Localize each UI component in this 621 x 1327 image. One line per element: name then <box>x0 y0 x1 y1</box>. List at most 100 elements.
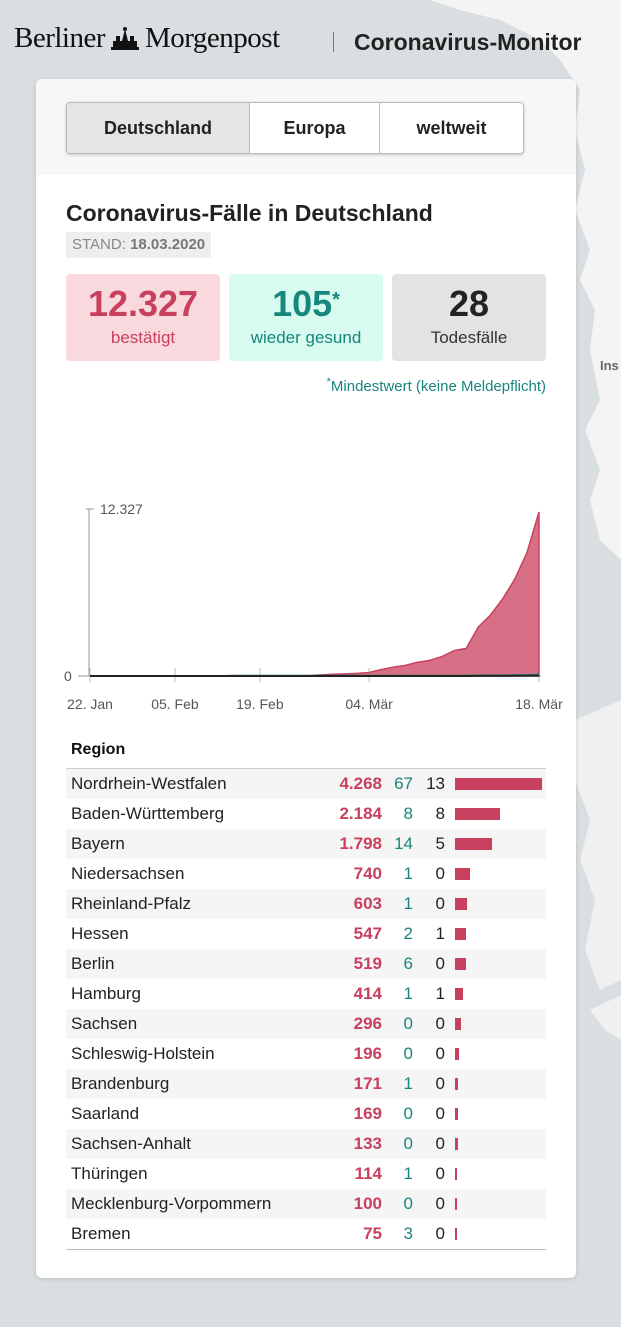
tab-deutschland[interactable]: Deutschland <box>67 103 250 153</box>
confirmed-count: 75 <box>363 1224 382 1243</box>
recovered-count: 0 <box>403 1104 413 1123</box>
deaths-label: Todesfälle <box>430 328 508 347</box>
confirmed-bar <box>455 898 467 910</box>
deaths-count: 0 <box>435 1194 445 1213</box>
berliner-morgenpost-logo[interactable]: Berliner Morgenpost <box>14 22 280 55</box>
deaths-count: 5 <box>435 834 445 853</box>
confirmed-bar <box>455 1198 457 1210</box>
stand-date-badge: STAND: 18.03.2020 <box>66 232 212 258</box>
confirmed-bar <box>455 1018 461 1030</box>
confirmed-bar <box>455 1138 458 1150</box>
table-row[interactable]: Sachsen 296 0 0 <box>66 1009 546 1039</box>
region-name: Thüringen <box>71 1164 148 1183</box>
table-row[interactable]: Hessen 547 2 1 <box>66 919 546 949</box>
recovered-footnote-marker: * <box>332 289 340 311</box>
crest-icon <box>111 26 140 50</box>
confirmed-count: 740 <box>353 864 382 883</box>
confirmed-count: 519 <box>353 954 382 973</box>
confirmed-stat-box: 12.327 bestätigt <box>66 274 220 361</box>
recovered-count: 1 <box>403 1164 413 1183</box>
table-row[interactable]: Sachsen-Anhalt 133 0 0 <box>66 1129 546 1159</box>
deaths-count: 0 <box>435 954 445 973</box>
confirmed-count: 414 <box>353 984 382 1003</box>
tab-weltweit[interactable]: weltweit <box>416 117 487 138</box>
region-tabs: Deutschland Europa weltweit <box>66 102 524 154</box>
recovered-label: wieder gesund <box>250 328 362 347</box>
region-name: Saarland <box>71 1104 140 1123</box>
region-name: Sachsen-Anhalt <box>71 1134 192 1153</box>
recovered-count: 1 <box>403 894 413 913</box>
region-name: Berlin <box>71 954 115 973</box>
recovered-count: 0 <box>403 1014 413 1033</box>
site-header: Berliner Morgenpost Coronavirus-Monitor <box>0 0 621 80</box>
recovered-count: 8 <box>403 804 413 823</box>
region-name: Baden-Württemberg <box>71 804 225 823</box>
deaths-count: 0 <box>435 1014 445 1033</box>
cases-chart: 12.327 0 22. Jan 05. Feb 19. Feb 04. Mär 18. M… <box>64 501 563 712</box>
region-name: Sachsen <box>71 1014 138 1033</box>
confirmed-count: 547 <box>353 924 382 943</box>
region-name: Bremen <box>71 1224 131 1243</box>
recovered-stat-box: 105* wieder gesund <box>229 274 383 361</box>
confirmed-count: 2.184 <box>339 804 382 823</box>
confirmed-count: 296 <box>353 1014 382 1033</box>
table-row[interactable]: Brandenburg 171 1 0 <box>66 1069 546 1099</box>
region-name: Rheinland-Pfalz <box>71 894 192 913</box>
table-row[interactable]: Nordrhein-Westfalen 4.268 67 13 <box>66 769 546 799</box>
table-row[interactable]: Berlin 519 6 0 <box>66 949 546 979</box>
tab-europa[interactable]: Europa <box>250 103 380 153</box>
y-tick-label-zero: 0 <box>64 668 72 684</box>
confirmed-count: 169 <box>353 1104 382 1123</box>
deaths-stat-box: 28 Todesfälle <box>392 274 546 361</box>
footnote-marker: * <box>326 376 331 388</box>
region-name: Schleswig-Holstein <box>71 1044 215 1063</box>
recovered-count: 2 <box>403 924 413 943</box>
footnote: *Mindestwert (keine Meldepflicht) <box>327 376 546 395</box>
region-name: Niedersachsen <box>71 864 185 883</box>
logo-text-right: Morgenpost <box>145 22 280 54</box>
confirmed-bar <box>455 928 466 940</box>
table-header-region: Region <box>66 736 546 769</box>
table-row[interactable]: Rheinland-Pfalz 603 1 0 <box>66 889 546 919</box>
region-name: Bayern <box>71 834 125 853</box>
tab-bar: Deutschland Europa weltweit <box>36 79 576 175</box>
recovered-value-wrap: 105* <box>229 284 383 324</box>
deaths-value: 28 <box>448 283 490 324</box>
confirmed-bar <box>455 838 492 850</box>
x-tick-label: 22. Jan <box>67 696 113 712</box>
header-divider <box>333 32 334 52</box>
table-row[interactable]: Niedersachsen 740 1 0 <box>66 859 546 889</box>
region-name: Hessen <box>71 924 129 943</box>
confirmed-bar <box>455 1048 459 1060</box>
table-row[interactable]: Saarland 169 0 0 <box>66 1099 546 1129</box>
table-row[interactable]: Baden-Württemberg 2.184 8 8 <box>66 799 546 829</box>
region-name: Hamburg <box>71 984 141 1003</box>
confirmed-bar <box>455 1228 457 1240</box>
deaths-count: 0 <box>435 1224 445 1243</box>
recovered-count: 1 <box>403 1074 413 1093</box>
confirmed-count: 603 <box>353 894 382 913</box>
recovered-count: 0 <box>403 1134 413 1153</box>
region-name: Nordrhein-Westfalen <box>71 774 227 793</box>
table-row[interactable]: Bremen 75 3 0 <box>66 1219 546 1249</box>
recovered-value: 105 <box>272 283 333 324</box>
table-row[interactable]: Hamburg 414 1 1 <box>66 979 546 1009</box>
confirmed-bar <box>455 1078 458 1090</box>
confirmed-count: 196 <box>353 1044 382 1063</box>
table-row[interactable]: Bayern 1.798 14 5 <box>66 829 546 859</box>
monitor-card: Deutschland Europa weltweit Coronavirus-… <box>36 79 576 1278</box>
section-title: Coronavirus-Fälle in Deutschland <box>66 200 433 226</box>
table-row[interactable]: Thüringen 114 1 0 <box>66 1159 546 1189</box>
deaths-count: 13 <box>426 774 445 793</box>
x-tick-label: 19. Feb <box>236 696 284 712</box>
recovered-count: 1 <box>403 984 413 1003</box>
confirmed-count: 171 <box>353 1074 382 1093</box>
table-row[interactable]: Schleswig-Holstein 196 0 0 <box>66 1039 546 1069</box>
recovered-count: 0 <box>403 1044 413 1063</box>
confirmed-count: 1.798 <box>339 834 382 853</box>
confirmed-bar <box>455 1168 457 1180</box>
table-row[interactable]: Mecklenburg-Vorpommern 100 0 0 <box>66 1189 546 1219</box>
region-name: Mecklenburg-Vorpommern <box>71 1194 272 1213</box>
confirmed-count: 114 <box>354 1164 382 1183</box>
confirmed-bar <box>455 1108 458 1120</box>
